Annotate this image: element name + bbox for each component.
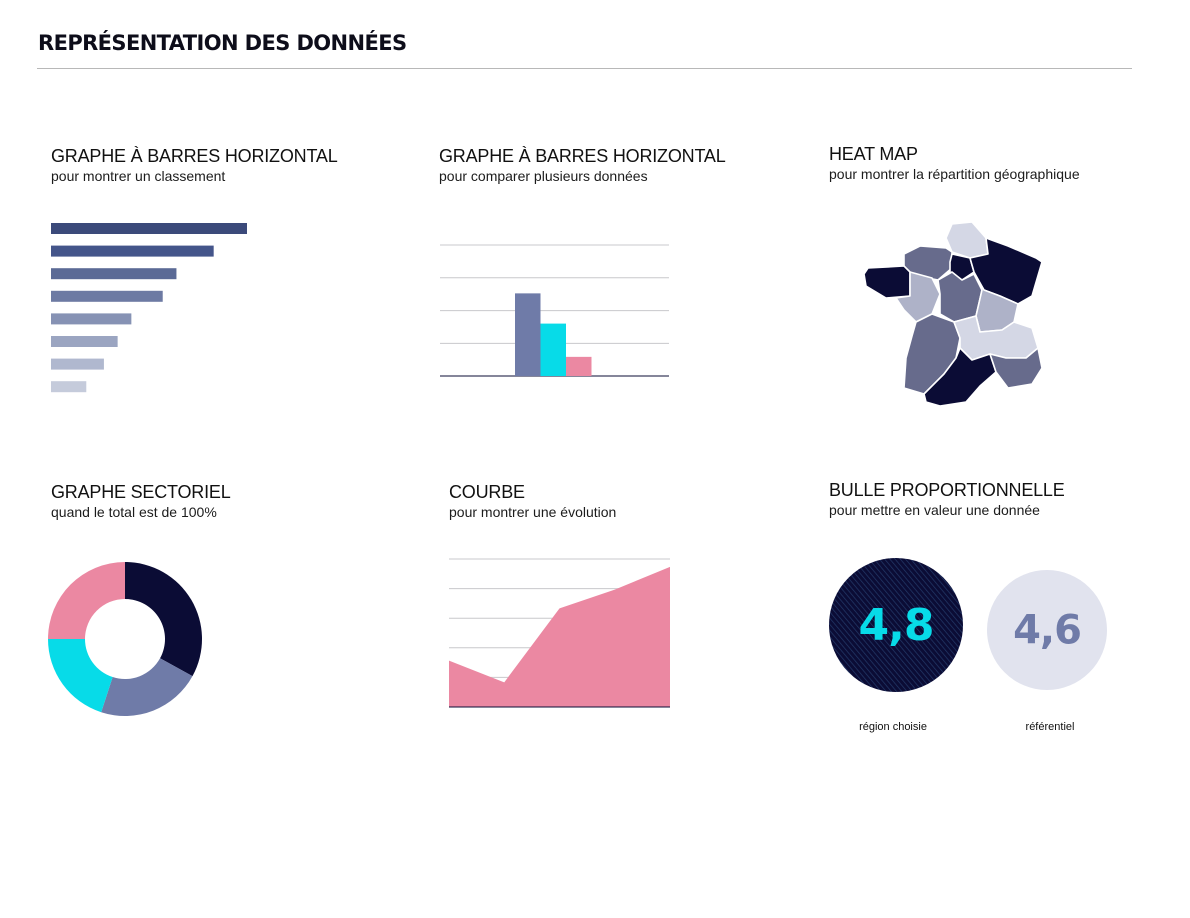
area-chart xyxy=(449,558,670,708)
map-region xyxy=(937,271,983,323)
vbar-bar xyxy=(515,293,541,376)
hbar-bar xyxy=(51,268,177,280)
vbar-bar xyxy=(540,323,566,376)
panel-line-header: COURBE pour montrer une évolution xyxy=(449,482,616,521)
map-region xyxy=(863,265,911,299)
hbar-bar xyxy=(51,313,132,325)
hbar-bar xyxy=(51,290,163,302)
donut-slice xyxy=(125,562,203,677)
panel-subtitle: pour mettre en valeur une donnée xyxy=(829,502,1040,518)
panel-subtitle: pour montrer une évolution xyxy=(449,504,617,520)
bubble-label-reference: référentiel xyxy=(1025,721,1075,733)
hbar-bar xyxy=(51,245,214,257)
bubble-value-reference: 4,6 xyxy=(1013,608,1081,654)
hbar-bar xyxy=(51,336,118,347)
panel-subtitle: pour montrer un classement xyxy=(51,168,226,184)
bubble-region xyxy=(829,558,963,692)
panel-subtitle: pour comparer plusieurs données xyxy=(439,168,648,184)
title-divider xyxy=(37,68,1132,69)
bubble-label-region: région choisie xyxy=(859,721,927,733)
panel-title: GRAPHE À BARRES HORIZONTAL xyxy=(51,146,338,166)
donut-slice xyxy=(48,562,125,639)
page-title: REPRÉSENTATION DES DONNÉES xyxy=(38,31,407,55)
hbar-chart xyxy=(51,223,247,393)
panel-pie-header: GRAPHE SECTORIEL quand le total est de 1… xyxy=(51,482,231,521)
panel-title: GRAPHE À BARRES HORIZONTAL xyxy=(439,146,726,166)
bubble-reference xyxy=(987,570,1107,690)
panel-subtitle: pour montrer la répartition géographique xyxy=(829,166,1080,182)
panel-vbar-header: GRAPHE À BARRES HORIZONTAL pour comparer… xyxy=(439,146,726,185)
panel-title: COURBE xyxy=(449,482,525,502)
panel-hbar-header: GRAPHE À BARRES HORIZONTAL pour montrer … xyxy=(51,146,338,185)
donut-slice xyxy=(101,658,193,716)
vbar-bar xyxy=(566,356,592,376)
hbar-bar xyxy=(51,223,247,234)
panel-title: BULLE PROPORTIONNELLE xyxy=(829,480,1065,500)
donut-slice xyxy=(48,639,113,713)
vbar-chart xyxy=(440,244,669,377)
map-region xyxy=(989,347,1043,389)
panel-bubble-header: BULLE PROPORTIONNELLE pour mettre en val… xyxy=(829,480,1065,519)
hbar-bar xyxy=(51,381,87,393)
panel-title: HEAT MAP xyxy=(829,144,918,164)
donut-chart xyxy=(48,562,203,716)
panel-title: GRAPHE SECTORIEL xyxy=(51,482,231,502)
bubble-value-region: 4,8 xyxy=(859,600,934,651)
panel-subtitle: quand le total est de 100% xyxy=(51,504,217,520)
hbar-bar xyxy=(51,358,104,370)
france-heat-map xyxy=(863,221,1043,407)
bubble-chart: 4,8 4,6 xyxy=(829,558,1107,692)
area-series xyxy=(449,566,670,707)
panel-heatmap-header: HEAT MAP pour montrer la répartition géo… xyxy=(829,144,1080,183)
